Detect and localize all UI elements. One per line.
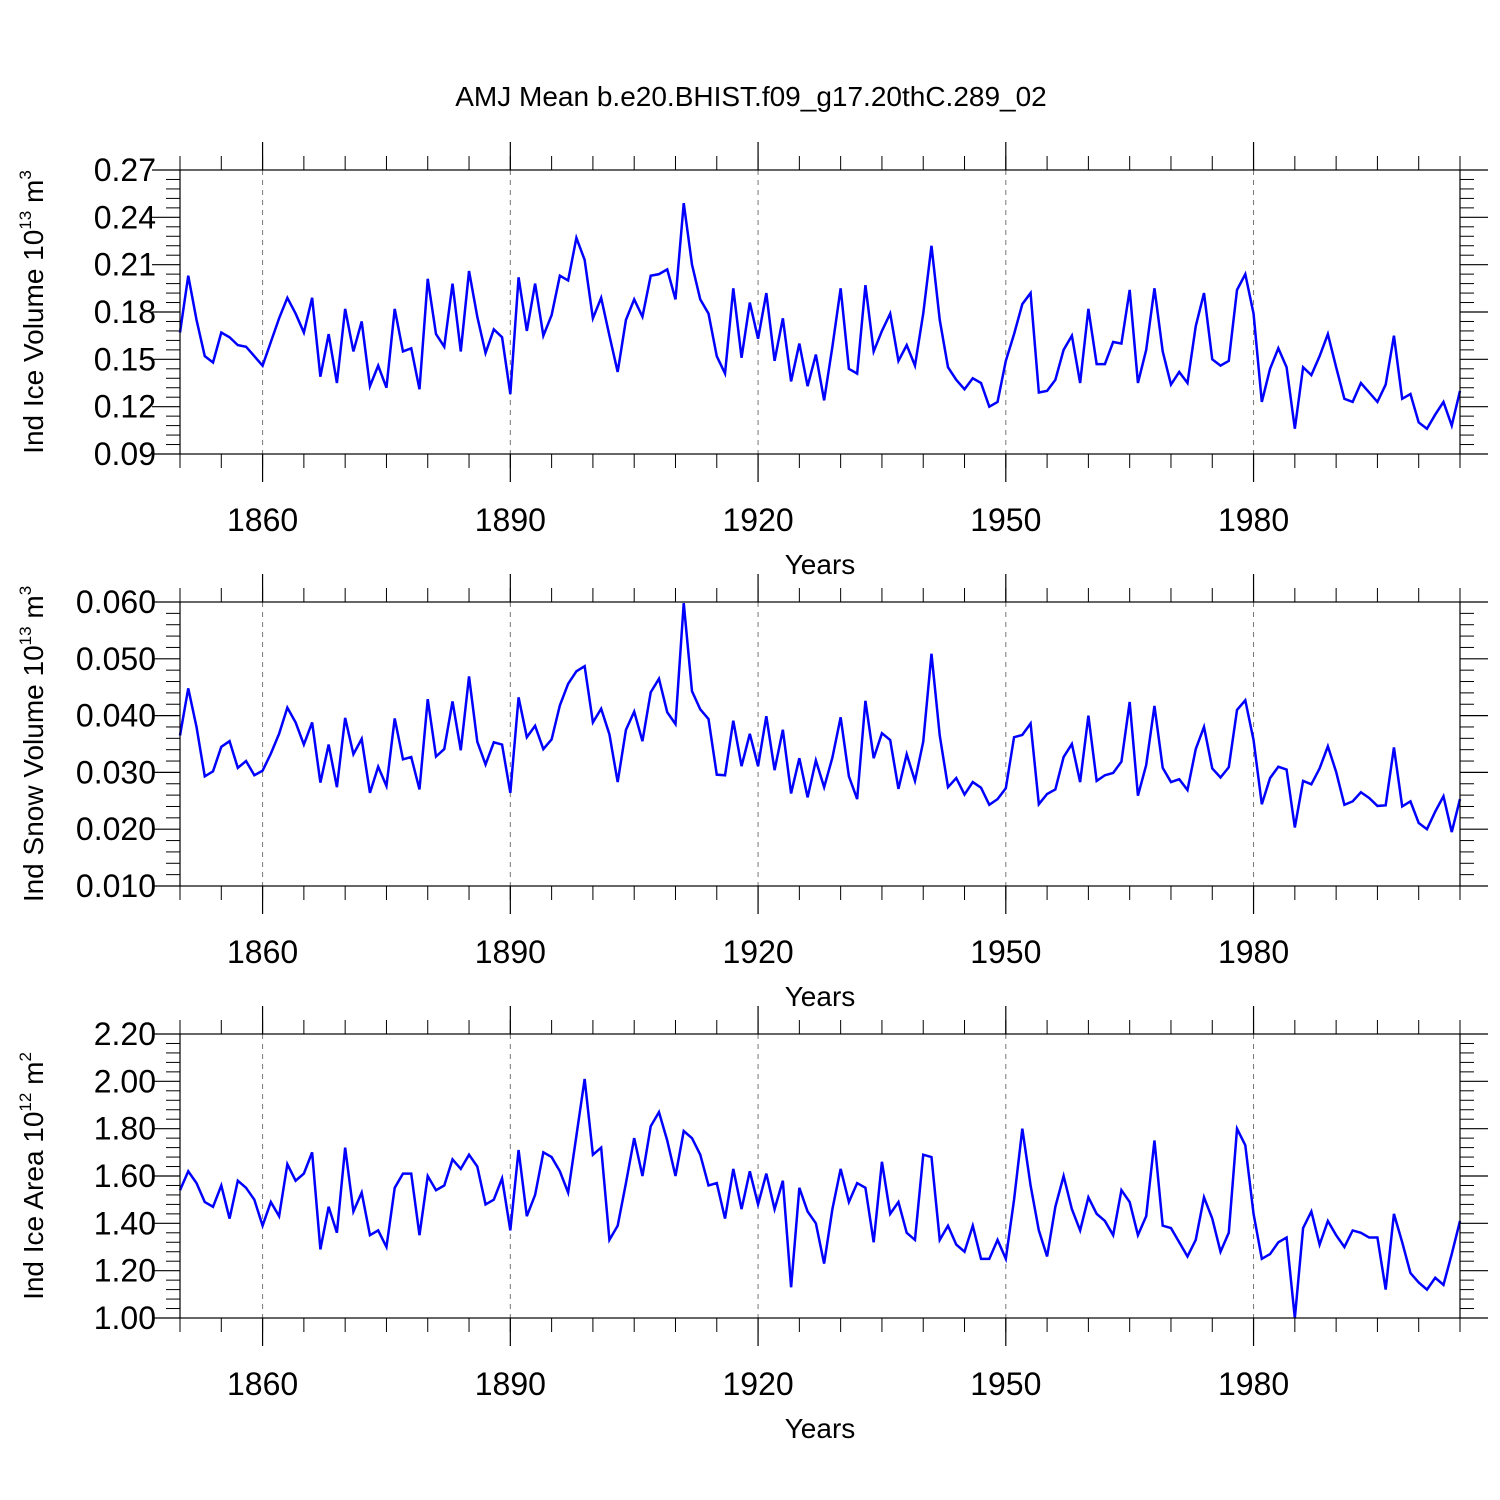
y-tick-label: 0.18 <box>94 294 156 330</box>
y-tick-label: 1.60 <box>94 1158 156 1194</box>
x-axis-label: Years <box>785 1413 856 1444</box>
y-tick-label: 2.00 <box>94 1063 156 1099</box>
y-tick-label: 0.030 <box>76 754 156 790</box>
plot-frame <box>179 169 1461 455</box>
panel-2: 1860 1890 1920 1950 1980 0.010 0.020 0.030 0.040… <box>16 574 1488 1012</box>
y-axis-label: Ind Ice Area 1012 m2 <box>16 1052 49 1300</box>
y-tick-label: 0.24 <box>94 199 156 235</box>
x-tick-label: 1890 <box>475 1366 546 1402</box>
x-tick-label: 1860 <box>227 502 298 538</box>
y-tick-label: 0.040 <box>76 698 156 734</box>
x-tick-label: 1980 <box>1218 934 1289 970</box>
x-tick-label: 1950 <box>970 1366 1041 1402</box>
panel-3: 1860 1890 1920 1950 1980 1.00 1.20 1.40 1.60 1.80… <box>16 1006 1488 1444</box>
y-tick-label: 0.020 <box>76 811 156 847</box>
chart-title: AMJ Mean b.e20.BHIST.f09_g17.20thC.289_0… <box>455 81 1047 112</box>
plot-frame <box>179 601 1461 887</box>
y-tick-label: 1.80 <box>94 1111 156 1147</box>
y-axis-label: Ind Snow Volume 1013 m3 <box>16 586 49 902</box>
x-tick-label: 1980 <box>1218 1366 1289 1402</box>
series-line <box>178 1078 1462 1319</box>
x-tick-label: 1950 <box>970 502 1041 538</box>
y-tick-label: 0.12 <box>94 389 156 425</box>
x-tick-label: 1920 <box>722 502 793 538</box>
y-axis-label: Ind Ice Volume 1013 m3 <box>16 170 49 454</box>
series-line <box>178 603 1462 833</box>
panels: 1860 1890 1920 1950 1980 0.09 0.12 0.15 0.18 0.21… <box>16 142 1488 1444</box>
x-tick-label: 1860 <box>227 934 298 970</box>
panel-1: 1860 1890 1920 1950 1980 0.09 0.12 0.15 0.18 0.21… <box>16 142 1488 580</box>
x-tick-label: 1860 <box>227 1366 298 1402</box>
plot-frame <box>179 1033 1461 1319</box>
y-tick-label: 1.40 <box>94 1205 156 1241</box>
y-tick-label: 0.09 <box>94 436 156 472</box>
y-tick-label: 0.21 <box>94 247 156 283</box>
series-line <box>178 202 1462 431</box>
y-tick-label: 0.060 <box>76 584 156 620</box>
x-tick-label: 1920 <box>722 934 793 970</box>
x-axis-label: Years <box>785 549 856 580</box>
y-tick-label: 0.050 <box>76 641 156 677</box>
y-tick-label: 1.20 <box>94 1253 156 1289</box>
y-tick-label: 2.20 <box>94 1016 156 1052</box>
y-tick-label: 1.00 <box>94 1300 156 1336</box>
x-tick-label: 1980 <box>1218 502 1289 538</box>
x-tick-label: 1890 <box>475 502 546 538</box>
x-tick-label: 1950 <box>970 934 1041 970</box>
x-tick-label: 1920 <box>722 1366 793 1402</box>
y-tick-label: 0.010 <box>76 868 156 904</box>
x-tick-label: 1890 <box>475 934 546 970</box>
y-tick-label: 0.27 <box>94 152 156 188</box>
x-axis-label: Years <box>785 981 856 1012</box>
y-tick-label: 0.15 <box>94 341 156 377</box>
